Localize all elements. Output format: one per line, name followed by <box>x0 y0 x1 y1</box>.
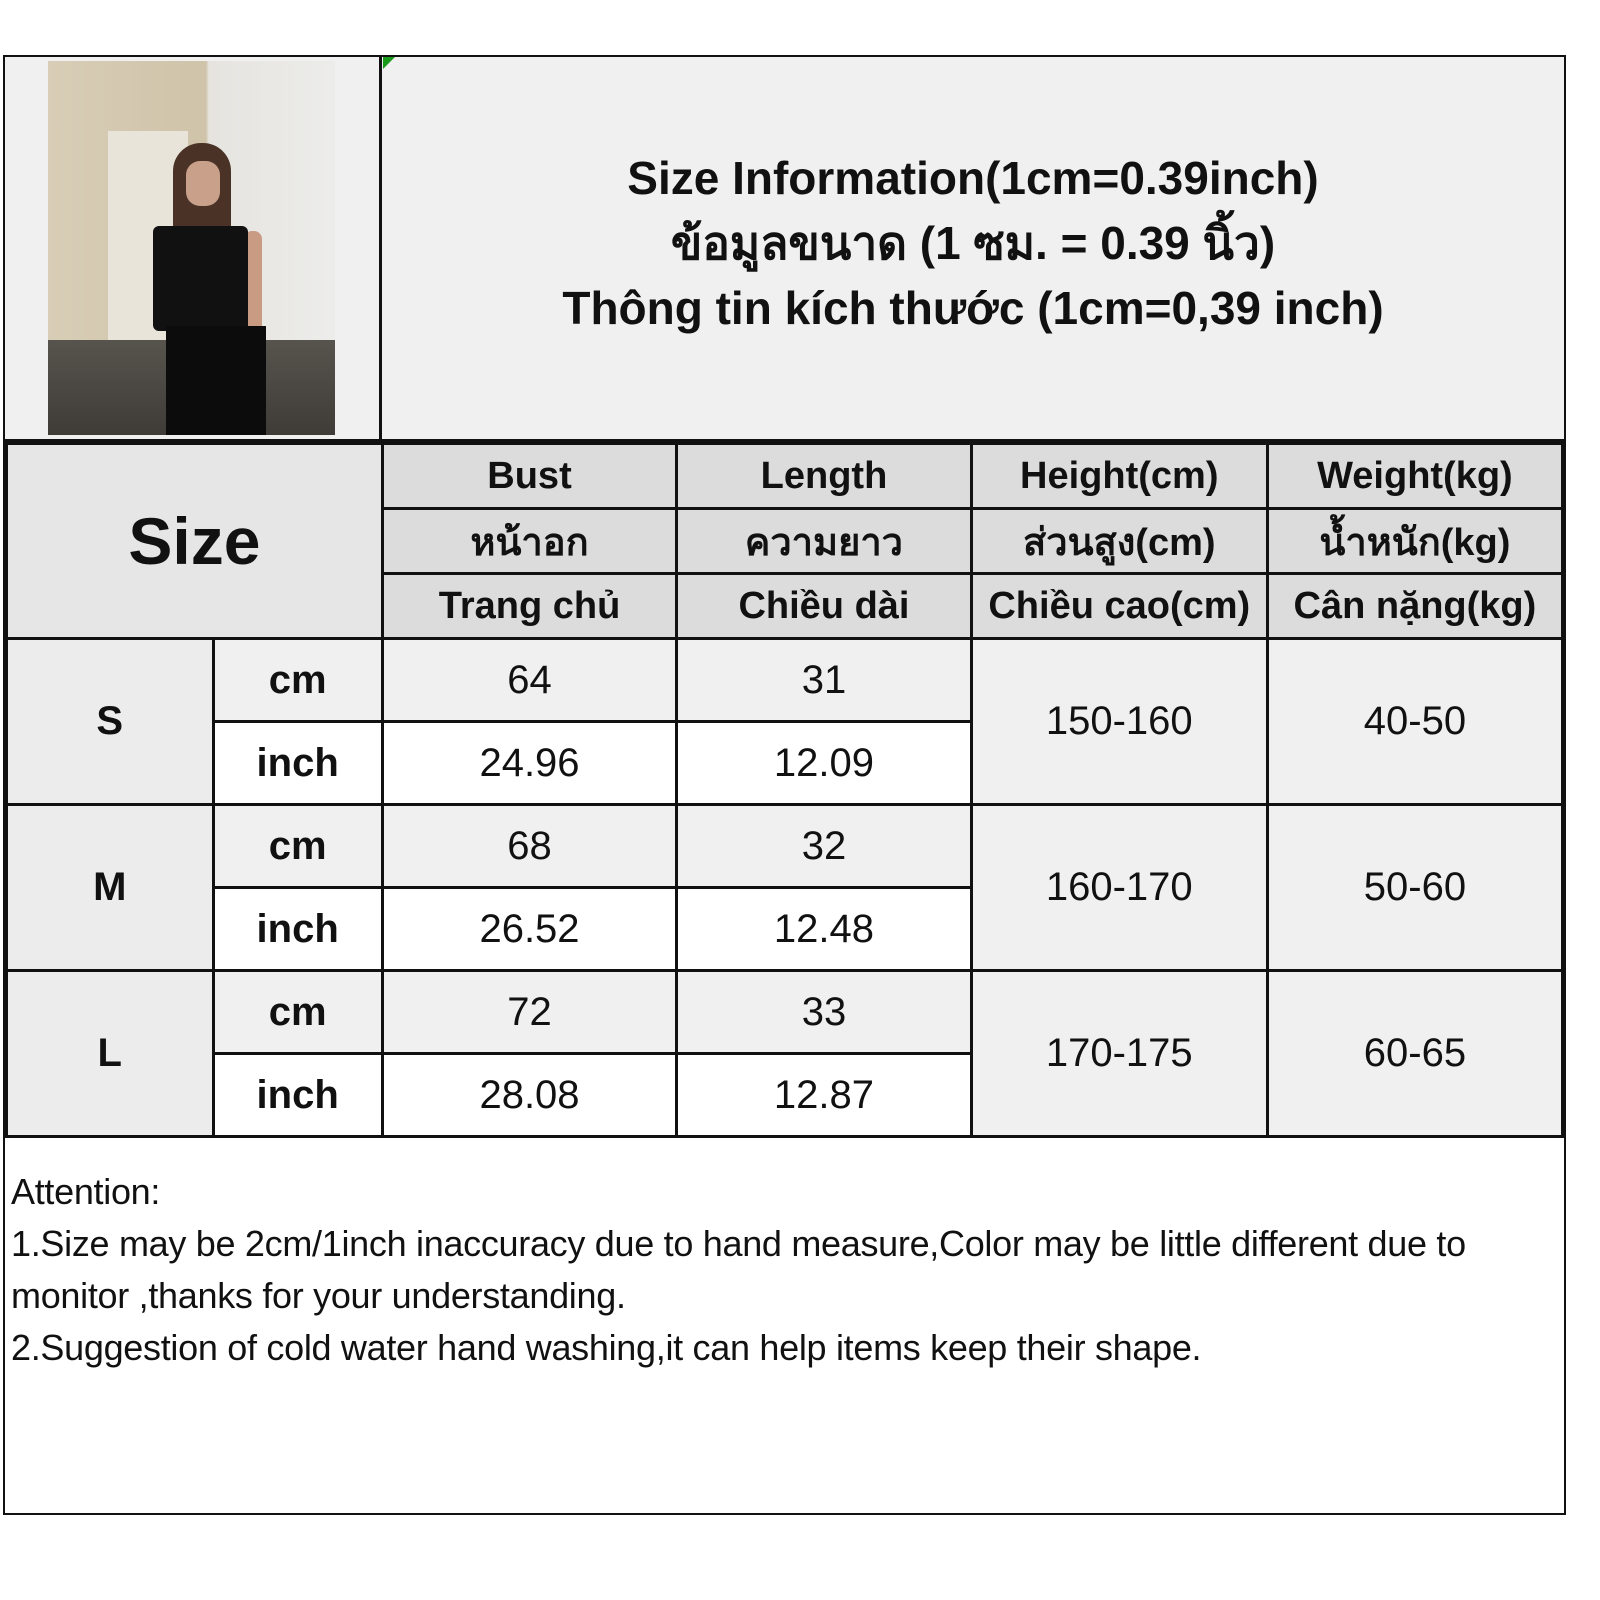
title-english: Size Information(1cm=0.39inch) <box>627 151 1319 204</box>
col-header-weight-vi: Cân nặng(kg) <box>1265 572 1565 640</box>
height-range: 150-160 <box>969 637 1269 806</box>
product-photo <box>48 61 335 435</box>
unit-cm: cm <box>211 969 384 1055</box>
col-header-bust-vi: Trang chủ <box>380 572 679 640</box>
col-header-weight-en: Weight(kg) <box>1265 442 1565 510</box>
size-chart: Size Information(1cm=0.39inch) ข้อมูลขนา… <box>3 55 1566 1515</box>
col-header-length-th: ความยาว <box>675 507 973 575</box>
weight-range: 60-65 <box>1265 969 1565 1138</box>
title-block: Size Information(1cm=0.39inch) ข้อมูลขนา… <box>382 57 1564 439</box>
length-inch: 12.87 <box>675 1052 973 1138</box>
length-cm: 33 <box>675 969 973 1055</box>
bust-cm: 64 <box>380 637 679 723</box>
height-range: 170-175 <box>969 969 1269 1138</box>
col-header-bust-en: Bust <box>380 442 679 510</box>
unit-cm: cm <box>211 803 384 889</box>
bust-inch: 28.08 <box>380 1052 679 1138</box>
unit-inch: inch <box>211 1052 384 1138</box>
attention-notes: Attention: 1.Size may be 2cm/1inch inacc… <box>5 1162 1564 1378</box>
bust-cm: 68 <box>380 803 679 889</box>
height-range: 160-170 <box>969 803 1269 972</box>
bust-cm: 72 <box>380 969 679 1055</box>
weight-range: 50-60 <box>1265 803 1565 972</box>
col-header-length-en: Length <box>675 442 973 510</box>
col-header-weight-th: น้ำหนัก(kg) <box>1265 507 1565 575</box>
size-header: Size <box>5 442 384 640</box>
col-header-height-vi: Chiều cao(cm) <box>969 572 1269 640</box>
bust-inch: 24.96 <box>380 720 679 806</box>
col-header-height-en: Height(cm) <box>969 442 1269 510</box>
unit-inch: inch <box>211 886 384 972</box>
unit-cm: cm <box>211 637 384 723</box>
col-header-length-vi: Chiều dài <box>675 572 973 640</box>
size-label: M <box>5 803 215 972</box>
title-thai: ข้อมูลขนาด (1 ซม. = 0.39 นิ้ว) <box>670 216 1276 269</box>
cell-marker-icon <box>383 57 395 69</box>
size-label: S <box>5 637 215 806</box>
weight-range: 40-50 <box>1265 637 1565 806</box>
bust-inch: 26.52 <box>380 886 679 972</box>
col-header-bust-th: หน้าอก <box>380 507 679 575</box>
length-cm: 32 <box>675 803 973 889</box>
product-photo-cell <box>5 57 382 439</box>
attention-heading: Attention: <box>11 1171 161 1212</box>
attention-note: 2.Suggestion of cold water hand washing,… <box>11 1327 1202 1368</box>
size-table: Size Bust Length Height(cm) Weight(kg) ห… <box>5 442 1565 1138</box>
length-inch: 12.48 <box>675 886 973 972</box>
length-inch: 12.09 <box>675 720 973 806</box>
attention-note: 1.Size may be 2cm/1inch inaccuracy due t… <box>11 1223 1466 1316</box>
chart-header: Size Information(1cm=0.39inch) ข้อมูลขนา… <box>5 57 1564 442</box>
length-cm: 31 <box>675 637 973 723</box>
col-header-height-th: ส่วนสูง(cm) <box>969 507 1269 575</box>
title-vietnamese: Thông tin kích thước (1cm=0,39 inch) <box>562 281 1384 334</box>
size-label: L <box>5 969 215 1138</box>
unit-inch: inch <box>211 720 384 806</box>
